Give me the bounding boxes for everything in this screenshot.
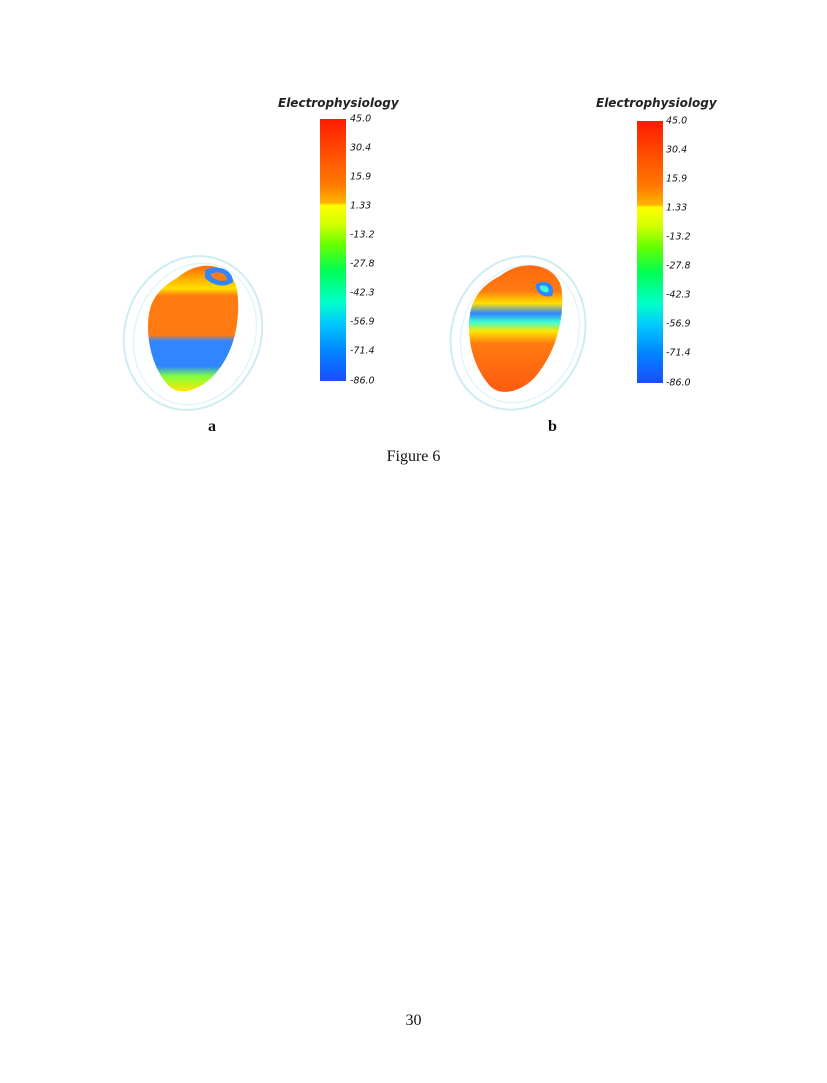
heart-render-a [115, 248, 285, 433]
legend-title: Electrophysiology [596, 96, 717, 110]
colorbar-tick: 45.0 [666, 115, 688, 127]
colorbar-tick: 1.33 [350, 200, 372, 212]
colorbar-tick: -86.0 [666, 377, 691, 389]
colorbar-tick: -13.2 [350, 229, 375, 241]
figure-panel-a: Electrophysiology 45.0 30.4 15.9 1.33 -1… [110, 88, 440, 435]
panel-label: b [548, 418, 557, 435]
colorbar-tick: 30.4 [350, 142, 372, 154]
colorbar-tick: 1.33 [666, 202, 688, 214]
panel-label: a [208, 418, 216, 435]
colorbar-tick: 30.4 [666, 144, 688, 156]
colorbar-tick: -27.8 [666, 260, 691, 272]
colorbar-tick: 45.0 [350, 113, 372, 125]
colorbar-tick: -27.8 [350, 258, 375, 270]
colorbar-tick: 15.9 [350, 171, 372, 183]
colorbar-tick: -42.3 [350, 287, 375, 299]
figure-caption: Figure 6 [386, 448, 441, 465]
colorbar-ticks: 45.0 30.4 15.9 1.33 -13.2 -27.8 -42.3 -5… [666, 116, 726, 389]
colorbar-tick: -13.2 [666, 231, 691, 243]
heart-render-b [440, 248, 610, 433]
colorbar [637, 121, 663, 383]
colorbar-tick: -56.9 [350, 316, 375, 328]
colorbar-tick: -86.0 [350, 375, 375, 387]
colorbar-tick: -42.3 [666, 289, 691, 301]
colorbar-tick: -56.9 [666, 318, 691, 330]
page-number: 30 [405, 1012, 422, 1029]
colorbar-tick: 15.9 [666, 173, 688, 185]
figure-panel-b: Electrophysiology 45.0 30.4 15.9 1.33 -1… [430, 88, 760, 435]
colorbar-tick: -71.4 [350, 345, 375, 357]
colorbar-ticks: 45.0 30.4 15.9 1.33 -13.2 -27.8 -42.3 -5… [350, 114, 410, 387]
colorbar-tick: -71.4 [666, 347, 691, 359]
legend-title: Electrophysiology [278, 96, 399, 110]
colorbar [320, 119, 346, 381]
